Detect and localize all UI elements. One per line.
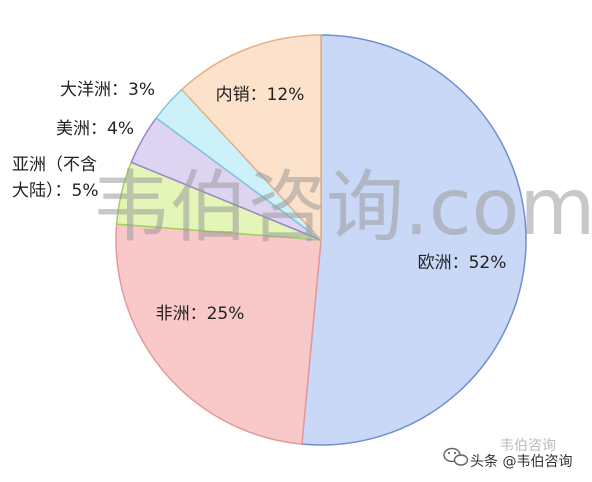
slice-label-0: 欧洲：52% xyxy=(418,253,507,273)
slice-labels: 欧洲：52% 非洲：25% 亚洲（不含大陆）：5% 美洲：4% 大洋洲：3% 内销：12% xyxy=(12,80,506,324)
slice-label-4: 大洋洲：3% xyxy=(60,80,155,100)
pie-slice-1 xyxy=(115,223,322,445)
credit-ghost-text: 韦伯咨询 xyxy=(500,438,556,454)
credit-text: 头条 @韦伯咨询 xyxy=(470,453,572,470)
slice-label-5: 内销：12% xyxy=(216,85,305,105)
pie-slice-0 xyxy=(301,34,527,446)
pie-slices xyxy=(115,34,527,446)
pie-slice-5 xyxy=(180,34,322,242)
slice-label-3: 美洲：4% xyxy=(56,119,134,139)
slice-label-1: 非洲：25% xyxy=(156,304,245,324)
watermark-text: 韦伯咨询.com xyxy=(92,163,592,253)
credit: 韦伯咨询 头条 @韦伯咨询 xyxy=(443,438,572,470)
wechat-icon xyxy=(443,447,469,466)
slice-label-2: 亚洲（不含大陆）：5% xyxy=(12,155,98,201)
